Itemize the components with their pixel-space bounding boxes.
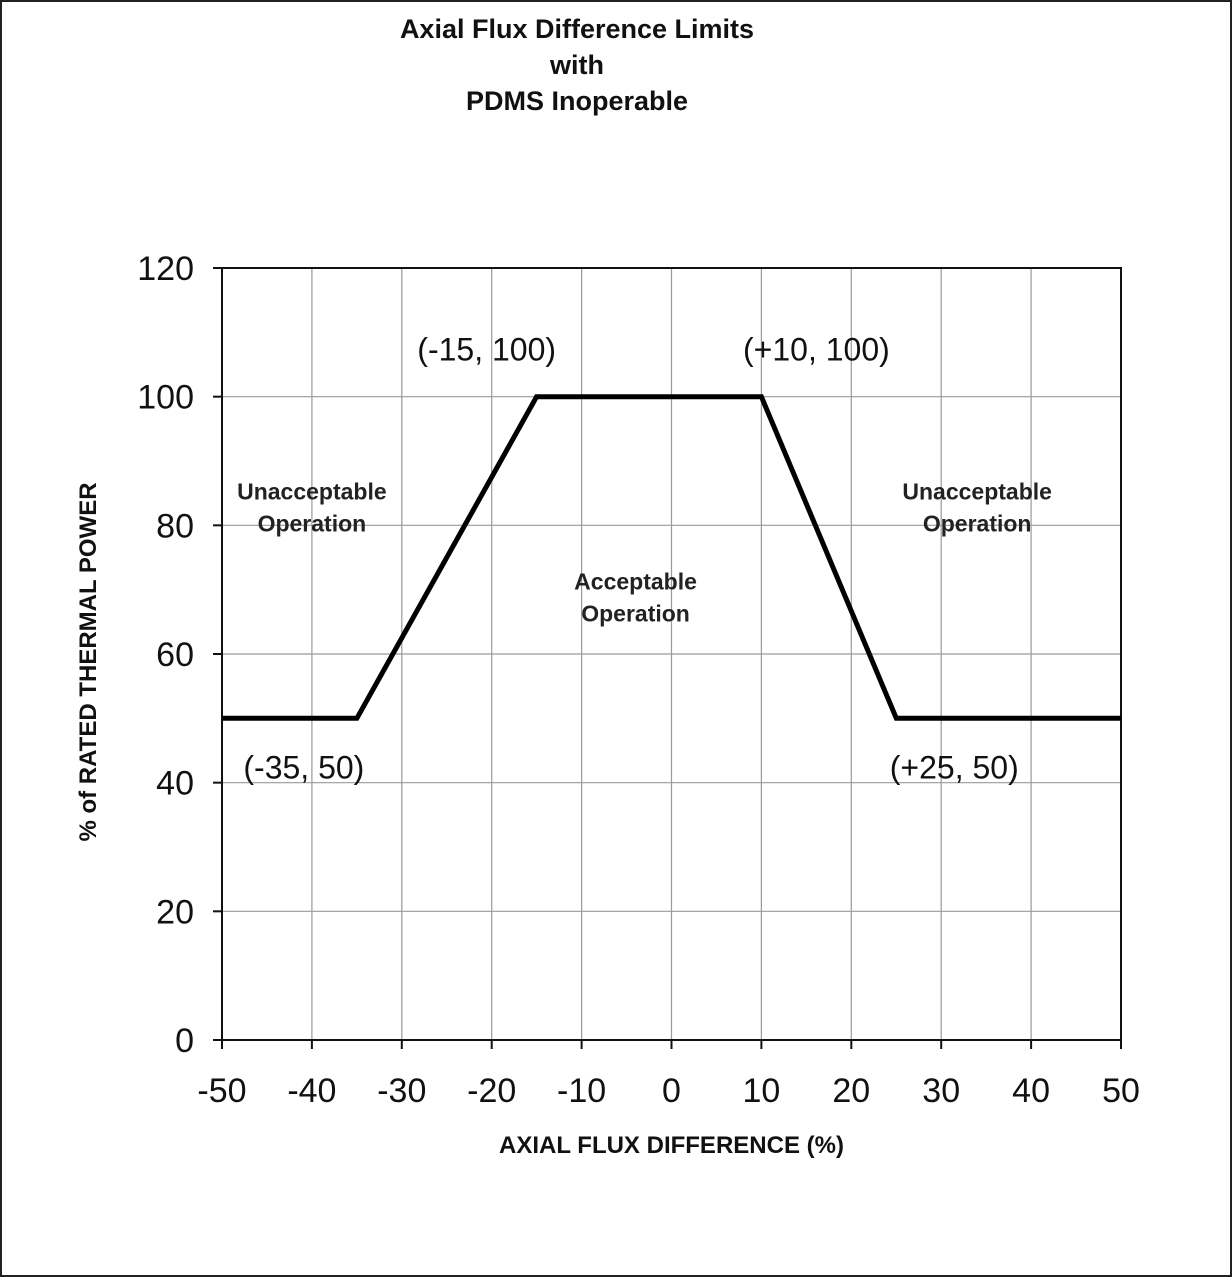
region-label: Operation xyxy=(258,511,367,537)
region-label: Operation xyxy=(581,601,690,627)
region-labels: Unacceptable Operation Acceptable Operation… xyxy=(237,479,1052,627)
x-tick-label: 20 xyxy=(832,1072,870,1110)
grid-lines xyxy=(221,267,1122,1041)
y-tick-label: 80 xyxy=(156,507,194,545)
x-tick-label: 40 xyxy=(1012,1072,1050,1110)
y-tick-label: 60 xyxy=(156,636,194,674)
y-tick-label: 20 xyxy=(156,893,194,931)
point-annotations: (-15, 100) (+10, 100) (-35, 50) (+25, 50) xyxy=(243,332,1018,786)
point-annotation: (-35, 50) xyxy=(243,749,364,785)
y-tick-labels: 0 20 40 60 80 100 120 xyxy=(137,250,194,1060)
x-tick-label: 30 xyxy=(922,1072,960,1110)
point-annotation: (+25, 50) xyxy=(890,749,1019,785)
x-tick-label: 10 xyxy=(742,1072,780,1110)
y-tick-label: 100 xyxy=(137,379,194,417)
x-tick-label: 50 xyxy=(1102,1072,1140,1110)
x-tick-label: -50 xyxy=(197,1072,246,1110)
point-annotation: (-15, 100) xyxy=(417,332,556,368)
x-axis-label: AXIAL FLUX DIFFERENCE (%) xyxy=(499,1132,844,1159)
point-annotation: (+10, 100) xyxy=(743,332,890,368)
chart-subtitle: PDMS Inoperable xyxy=(465,86,689,116)
y-tick-label: 40 xyxy=(156,765,194,803)
region-label: Unacceptable xyxy=(237,479,387,505)
region-label: Operation xyxy=(923,511,1032,537)
region-label: Unacceptable xyxy=(902,479,1052,505)
y-axis-label: % of RATED THERMAL POWER xyxy=(75,482,102,841)
y-tick-label: 120 xyxy=(137,250,194,288)
x-tick-label: -30 xyxy=(377,1072,426,1110)
chart-title: Axial Flux Difference Limits xyxy=(399,14,755,44)
x-tick-labels: -50 -40 -30 -20 -10 0 10 20 30 40 50 xyxy=(197,1072,1139,1110)
y-tick-label: 0 xyxy=(175,1022,194,1060)
x-tick-label: -40 xyxy=(287,1072,336,1110)
tick-marks xyxy=(213,267,1122,1049)
chart-subtitle-with: with xyxy=(550,50,604,80)
x-tick-label: 0 xyxy=(662,1072,681,1110)
region-label: Acceptable xyxy=(574,569,697,595)
afd-limit-line xyxy=(222,394,1121,721)
x-tick-label: -10 xyxy=(557,1072,606,1110)
x-tick-label: -20 xyxy=(467,1072,516,1110)
